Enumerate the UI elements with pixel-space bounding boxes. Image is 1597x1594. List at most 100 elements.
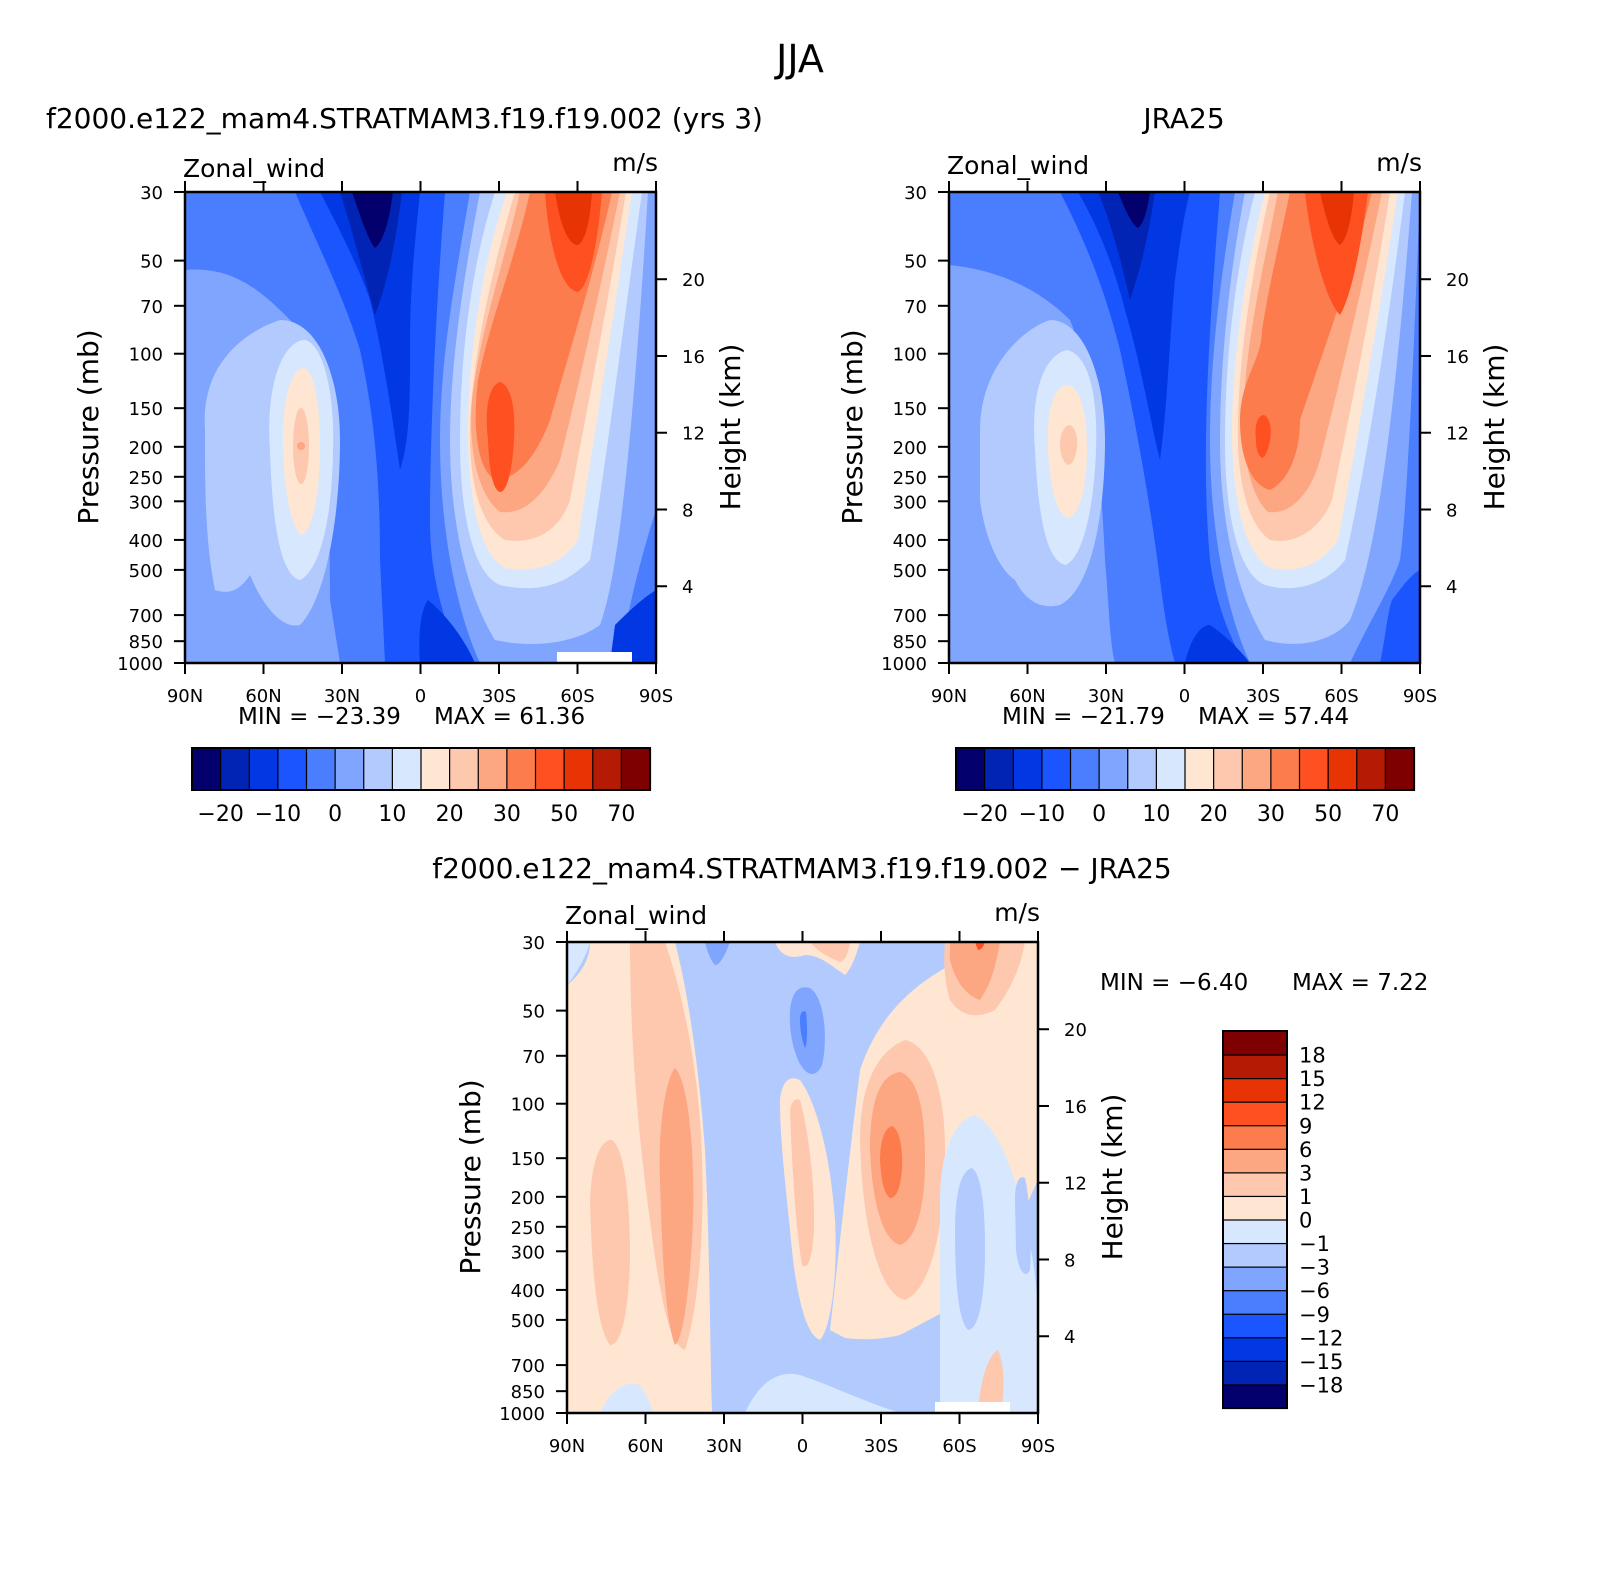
y2-tick-label: 20 [682,270,705,291]
panel-reanalysis: JRA25 Zonal_wind m/s [836,102,1511,827]
y-tick-label: 400 [511,1281,545,1302]
x-tick-label: 90S [1021,1436,1055,1457]
y-tick-label: 100 [129,345,163,366]
min-label: MIN = −21.79 [1002,704,1165,730]
easterly-contour [295,192,460,663]
y-tick-label: 250 [129,468,163,489]
x-tick-label: 0 [415,686,426,707]
x-tick-label: 30S [864,1436,898,1457]
variable-label: Zonal_wind [947,151,1089,180]
colorbar-swatch [1270,747,1301,791]
colorbar-swatch [1356,747,1387,791]
min-label: MIN = −6.40 [1100,970,1248,996]
y-tick-label: 50 [904,252,927,273]
colorbar-swatch [248,747,279,791]
easterly-contour [320,192,420,470]
colorbar-swatch [1069,747,1101,791]
y2-tick-label: 20 [1446,270,1469,291]
colorbar-swatch [1222,1360,1288,1386]
colorbar-swatch [1222,1336,1288,1362]
y-tick-label: 50 [522,1002,545,1023]
negative-contour [600,1383,654,1413]
y2-tick-label: 8 [1446,500,1457,521]
negative-contour [705,942,730,965]
y-tick-label: 500 [129,561,163,582]
y2-tick-label: 12 [682,424,705,445]
colorbar-label: 70 [1371,802,1399,827]
negative-contour [789,987,825,1075]
colorbar-label: −3 [1299,1256,1330,1280]
x-tick-label: 30N [324,686,360,707]
colorbar-swatch [1012,747,1043,791]
x-tick-label: 60S [942,1436,976,1457]
colorbar-swatch [1222,1289,1288,1315]
y-tick-label: 30 [904,183,927,204]
positive-contour [590,1140,630,1345]
colorbar-swatch [1222,1148,1288,1174]
easterly-contour [1078,192,1190,460]
negative-contour [800,1011,808,1048]
y-tick-label: 30 [522,933,545,954]
y-tick-label: 850 [129,632,163,653]
jet-core-contour [1320,192,1354,245]
y-axis-label: Pressure (mb) [836,329,869,524]
colorbar: −20 −10 0 10 20 30 50 70 [191,747,652,827]
colorbar-label: 10 [378,802,406,827]
colorbar-swatch [1222,1383,1288,1410]
y-tick-label: 500 [511,1311,545,1332]
x-tick-label: 60N [245,686,281,707]
axes: 3050701001502002503004005007008501000481… [881,181,1469,707]
y-tick-label: 850 [893,632,927,653]
y2-tick-label: 20 [1064,1020,1087,1041]
y2-axis-label: Height (km) [1478,344,1511,511]
max-label: MAX = 7.22 [1292,970,1428,996]
colorbar-label: 50 [550,802,578,827]
panel-title: f2000.e122_mam4.STRATMAM3.f19.f19.002 (y… [46,102,763,135]
colorbar-label: −10 [1019,802,1065,827]
colorbar-swatch [1222,1030,1288,1056]
y2-axis-label: Height (km) [714,344,747,511]
colorbar-swatch [1222,1053,1288,1080]
variable-label: Zonal_wind [565,901,707,930]
positive-contour [810,942,850,962]
y-tick-label: 100 [511,1095,545,1116]
jet-core-contour [555,192,592,245]
colorbar-label: −10 [255,802,301,827]
x-tick-label: 30N [1088,686,1124,707]
axes: 3050701001502002503004005007008501000481… [117,181,705,707]
colorbar-swatch [1222,1101,1288,1127]
panel-title: JRA25 [1141,102,1224,135]
x-tick-label: 90S [1403,686,1437,707]
colorbar-swatch [1222,1242,1288,1268]
colorbar-label: 50 [1314,802,1342,827]
negative-contour [745,1373,900,1413]
max-label: MAX = 61.36 [434,704,585,730]
colorbar-label: 30 [1257,802,1285,827]
colorbar-label: −9 [1299,1303,1330,1327]
colorbar-swatch [620,747,652,791]
y2-tick-label: 16 [682,347,705,368]
variable-label: Zonal_wind [183,154,325,183]
units-label: m/s [1376,148,1422,177]
colorbar-label: 3 [1299,1161,1312,1185]
panel-difference: f2000.e122_mam4.STRATMAM3.f19.f19.002 − … [432,852,1428,1457]
colorbar-swatch [1155,747,1187,791]
contour-field [949,192,1420,663]
colorbar-swatch [506,747,537,791]
x-tick-label: 60N [627,1436,663,1457]
positive-contour [975,942,985,950]
max-label: MAX = 57.44 [1198,704,1349,730]
colorbar-label: 0 [328,802,342,827]
y-tick-label: 70 [140,297,163,318]
colorbar-label: −20 [197,802,243,827]
colorbar-label: −18 [1299,1373,1343,1397]
colorbar-swatch [1222,1313,1288,1339]
y-tick-label: 700 [511,1356,545,1377]
min-label: MIN = −23.39 [238,704,401,730]
colorbar-swatch [477,747,508,791]
y-tick-label: 150 [893,399,927,420]
y2-tick-label: 4 [1446,577,1457,598]
y2-tick-label: 16 [1064,1097,1087,1118]
colorbar-swatch [955,747,986,791]
